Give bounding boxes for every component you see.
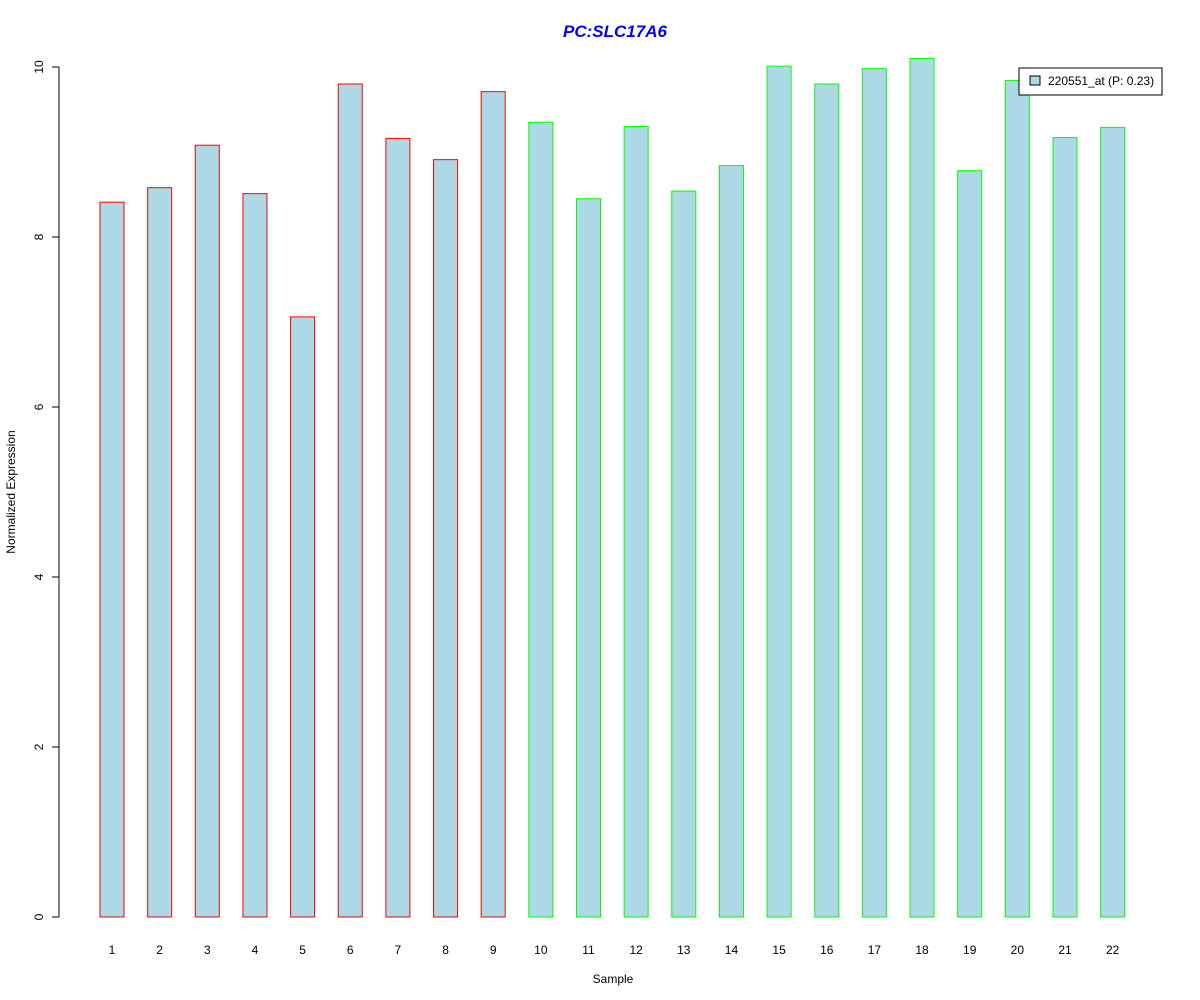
y-tick-label: 4 bbox=[32, 573, 46, 580]
x-tick-label: 10 bbox=[534, 943, 548, 957]
bar-sample-12 bbox=[623, 126, 649, 918]
y-tick-label: 0 bbox=[32, 913, 46, 920]
y-tick-label: 6 bbox=[32, 403, 46, 410]
x-tick-label: 7 bbox=[395, 943, 402, 957]
x-tick-label: 19 bbox=[963, 943, 977, 957]
x-tick-labels: 1 2 3 4 5 6 7 8 9 10 11 12 13 14 15 16 17 18 19 20 21 22 bbox=[109, 943, 1120, 957]
bar-sample-17 bbox=[861, 68, 887, 918]
x-tick-label: 11 bbox=[582, 943, 595, 957]
y-axis-label: Normalized Expression bbox=[4, 430, 18, 553]
bar-sample-4 bbox=[242, 193, 268, 918]
bars bbox=[99, 58, 1126, 918]
bar-sample-14 bbox=[718, 165, 744, 918]
bar-sample-5 bbox=[290, 316, 316, 918]
x-tick-label: 5 bbox=[299, 943, 306, 957]
bar-sample-20 bbox=[1004, 80, 1030, 918]
bar-sample-8 bbox=[433, 159, 459, 918]
bar-sample-7 bbox=[385, 137, 411, 918]
x-tick-label: 2 bbox=[156, 943, 163, 957]
bar-sample-6 bbox=[337, 83, 363, 918]
x-tick-label: 14 bbox=[725, 943, 739, 957]
x-tick-label: 22 bbox=[1106, 943, 1120, 957]
x-tick-label: 12 bbox=[629, 943, 643, 957]
bar-sample-11 bbox=[576, 198, 601, 918]
legend-label: 220551_at (P: 0.23) bbox=[1048, 74, 1154, 88]
bar-sample-13 bbox=[671, 190, 697, 918]
bar-sample-15 bbox=[766, 65, 792, 918]
x-tick-label: 17 bbox=[868, 943, 882, 957]
y-tick-label: 8 bbox=[32, 233, 46, 240]
chart-title: PC:SLC17A6 bbox=[563, 22, 667, 41]
x-tick-label: 20 bbox=[1011, 943, 1025, 957]
x-tick-label: 4 bbox=[252, 943, 259, 957]
legend: 220551_at (P: 0.23) bbox=[1018, 67, 1163, 96]
bar-sample-1 bbox=[99, 201, 125, 918]
x-tick-label: 21 bbox=[1058, 943, 1072, 957]
bar-sample-22 bbox=[1100, 126, 1126, 918]
legend-box bbox=[1018, 67, 1163, 96]
x-tick-label: 18 bbox=[915, 943, 929, 957]
x-axis-label: Sample bbox=[593, 972, 634, 986]
legend-swatch bbox=[1029, 75, 1041, 86]
bar-sample-3 bbox=[194, 144, 220, 918]
y-axis: 0 2 4 6 8 10 bbox=[32, 60, 60, 920]
x-tick-label: 16 bbox=[820, 943, 834, 957]
y-tick-label: 10 bbox=[32, 60, 46, 74]
bar-sample-9 bbox=[480, 91, 506, 918]
bar-sample-2 bbox=[147, 187, 173, 918]
x-tick-label: 1 bbox=[109, 943, 116, 957]
x-tick-label: 6 bbox=[347, 943, 354, 957]
bar-sample-16 bbox=[814, 83, 840, 918]
x-tick-label: 8 bbox=[442, 943, 449, 957]
bar-sample-21 bbox=[1052, 137, 1078, 918]
bar-sample-19 bbox=[957, 170, 983, 918]
x-tick-label: 9 bbox=[490, 943, 497, 957]
x-tick-label: 3 bbox=[204, 943, 211, 957]
x-tick-label: 13 bbox=[677, 943, 691, 957]
bar-sample-18 bbox=[909, 58, 935, 918]
bar-sample-10 bbox=[528, 121, 554, 918]
x-tick-label: 15 bbox=[772, 943, 786, 957]
y-tick-label: 2 bbox=[32, 743, 46, 750]
